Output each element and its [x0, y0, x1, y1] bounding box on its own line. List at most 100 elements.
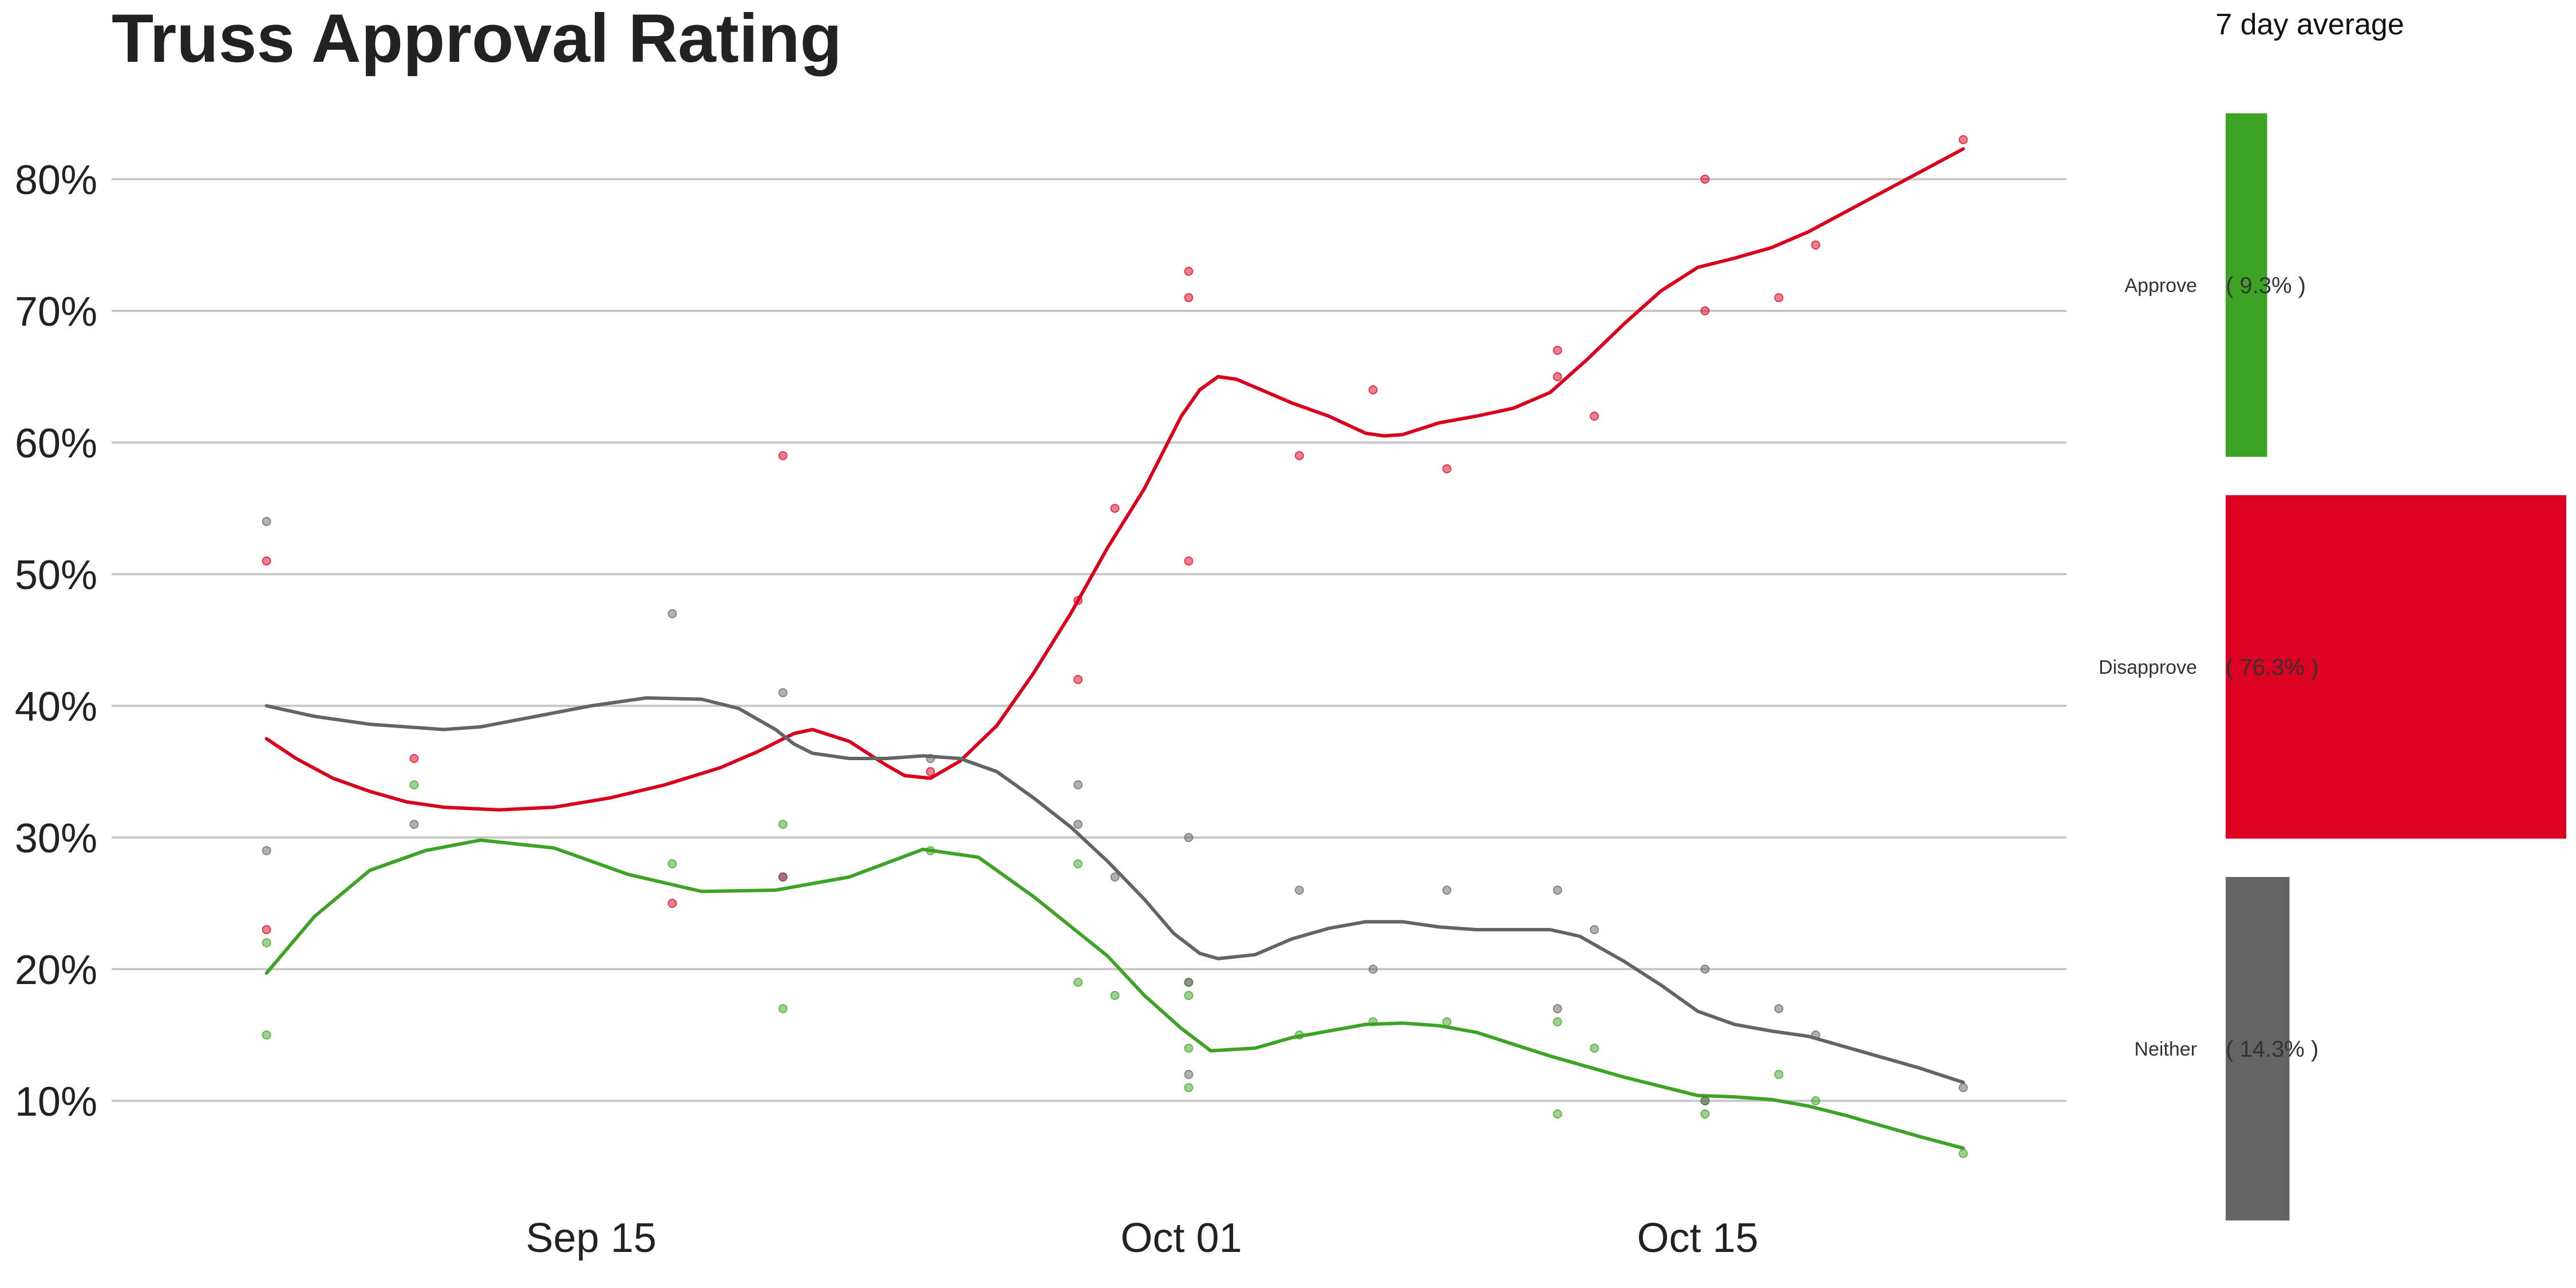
data-point-disapprove [667, 899, 677, 908]
data-point-disapprove [1073, 675, 1083, 684]
data-point-disapprove [1294, 451, 1304, 460]
data-point-neither [1700, 965, 1710, 974]
data-point-neither [1590, 925, 1599, 934]
data-point-approve [778, 1004, 788, 1013]
x-tick-label: Sep 15 [526, 1215, 657, 1261]
data-point-approve [1590, 1044, 1599, 1053]
data-point-neither [1774, 1004, 1784, 1013]
data-point-approve [409, 780, 419, 789]
data-point-disapprove [778, 451, 788, 460]
data-point-neither [1552, 1004, 1562, 1013]
avg-bar-label: Approve [2124, 275, 2197, 297]
x-axis-ticks: Sep 15 Oct 01 Oct 15 [526, 1215, 1759, 1261]
data-point-neither [1700, 1096, 1710, 1105]
data-point-disapprove [1442, 464, 1452, 473]
avg-bar-value: ( 14.3% ) [2226, 1037, 2318, 1062]
data-point-approve [1073, 859, 1083, 868]
data-point-neither [262, 846, 271, 855]
data-point-approve [1552, 1017, 1562, 1026]
gridlines [112, 178, 2067, 1102]
data-point-approve [1368, 1017, 1378, 1026]
trend-lines [264, 147, 1965, 1150]
y-tick-label: 20% [15, 947, 97, 993]
data-point-approve [926, 846, 935, 855]
seven-day-average-panel: 7 day average Approve ( 9.3% ) Disapprove (… [2099, 8, 2566, 1220]
trend-line-neither [264, 696, 1965, 1084]
data-point-approve [1184, 1083, 1194, 1092]
avg-bar-label: Disapprove [2099, 657, 2197, 678]
data-point-disapprove [1700, 175, 1710, 184]
y-tick-label: 50% [15, 552, 97, 598]
data-point-approve [1552, 1109, 1562, 1119]
data-point-disapprove [1700, 306, 1710, 315]
data-point-disapprove [1552, 372, 1562, 381]
x-tick-label: Oct 15 [1637, 1215, 1759, 1261]
data-point-disapprove [409, 754, 419, 763]
trend-line-disapprove [264, 147, 1965, 812]
data-point-disapprove [1184, 556, 1194, 566]
y-axis-ticks: 10% 20% 30% 40% 50% 60% 70% 80% [15, 157, 97, 1125]
data-point-approve [1811, 1096, 1820, 1105]
data-point-neither [1442, 886, 1452, 895]
data-point-disapprove [1958, 135, 1968, 144]
x-tick-label: Oct 01 [1121, 1215, 1242, 1261]
data-point-approve [1294, 1030, 1304, 1040]
data-point-disapprove [1110, 504, 1120, 513]
data-point-neither [1110, 872, 1120, 882]
data-point-disapprove [1552, 346, 1562, 355]
data-point-approve [1700, 1109, 1710, 1119]
data-point-neither [667, 609, 677, 618]
data-point-disapprove [1811, 240, 1820, 250]
y-tick-label: 60% [15, 421, 97, 467]
data-point-disapprove [1184, 293, 1194, 302]
data-point-disapprove [1073, 596, 1083, 605]
data-point-approve [1184, 1044, 1194, 1053]
data-point-neither [1368, 965, 1378, 974]
data-point-neither [1958, 1083, 1968, 1092]
avg-bar-value: ( 9.3% ) [2226, 273, 2306, 298]
avg-bar-approve [2226, 113, 2267, 457]
y-tick-label: 30% [15, 816, 97, 862]
y-tick-label: 70% [15, 289, 97, 335]
data-point-disapprove [1184, 267, 1194, 276]
data-point-approve [1774, 1070, 1784, 1079]
data-point-neither [1184, 1070, 1194, 1079]
data-point-disapprove [926, 767, 935, 776]
data-point-neither [409, 820, 419, 829]
y-tick-label: 10% [15, 1079, 97, 1125]
data-point-neither [1184, 833, 1194, 842]
data-point-neither [778, 688, 788, 697]
y-tick-label: 80% [15, 157, 97, 203]
data-point-approve [667, 859, 677, 868]
data-point-neither [1294, 886, 1304, 895]
chart-title: Truss Approval Rating [112, 0, 842, 77]
data-points [262, 135, 1968, 1158]
y-tick-label: 40% [15, 684, 97, 730]
data-point-neither [926, 754, 935, 763]
data-point-disapprove [262, 556, 271, 566]
data-point-disapprove [1368, 385, 1378, 394]
avg-bar-disapprove [2226, 495, 2566, 839]
data-point-neither [1073, 780, 1083, 789]
data-point-approve [778, 820, 788, 829]
data-point-approve [1110, 991, 1120, 1000]
data-point-approve [1073, 978, 1083, 987]
data-point-neither [1552, 886, 1562, 895]
data-point-approve [262, 1030, 271, 1040]
data-point-neither [1811, 1030, 1820, 1040]
data-point-neither [262, 517, 271, 526]
data-point-disapprove [1590, 412, 1599, 421]
data-point-approve [1442, 1017, 1452, 1026]
avg-bar-label: Neither [2134, 1038, 2197, 1060]
data-point-disapprove [262, 925, 271, 934]
data-point-approve [1184, 991, 1194, 1000]
data-point-disapprove [1774, 293, 1784, 302]
data-point-neither [1073, 820, 1083, 829]
data-point-neither [1184, 978, 1194, 987]
avg-bar-neither [2226, 877, 2290, 1220]
avg-bar-value: ( 76.3% ) [2226, 655, 2318, 680]
data-point-approve [262, 938, 271, 947]
trend-line-approve [264, 838, 1965, 1150]
data-point-neither [778, 872, 788, 882]
